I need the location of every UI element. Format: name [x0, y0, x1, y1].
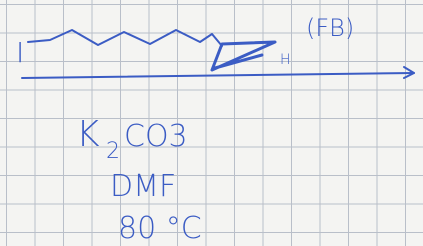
note-label: (FB) — [306, 14, 354, 42]
reagent-rest: CO3 — [124, 119, 188, 154]
reagent-sub: 2 — [106, 139, 120, 164]
grid-paper: I H (FB) K 2 CO3 DMF 80 °C — [0, 0, 423, 246]
reagent-k: K — [76, 114, 100, 155]
terminal-label: H — [280, 52, 291, 68]
temperature: 80 °C — [118, 211, 202, 246]
halide-label: I — [16, 36, 24, 69]
solvent: DMF — [110, 169, 176, 204]
reaction-arrow — [22, 73, 414, 78]
cyclopropyl-ring — [212, 42, 275, 70]
drawing: I H (FB) K 2 CO3 DMF 80 °C — [0, 0, 423, 246]
alkyl-chain — [28, 30, 222, 46]
